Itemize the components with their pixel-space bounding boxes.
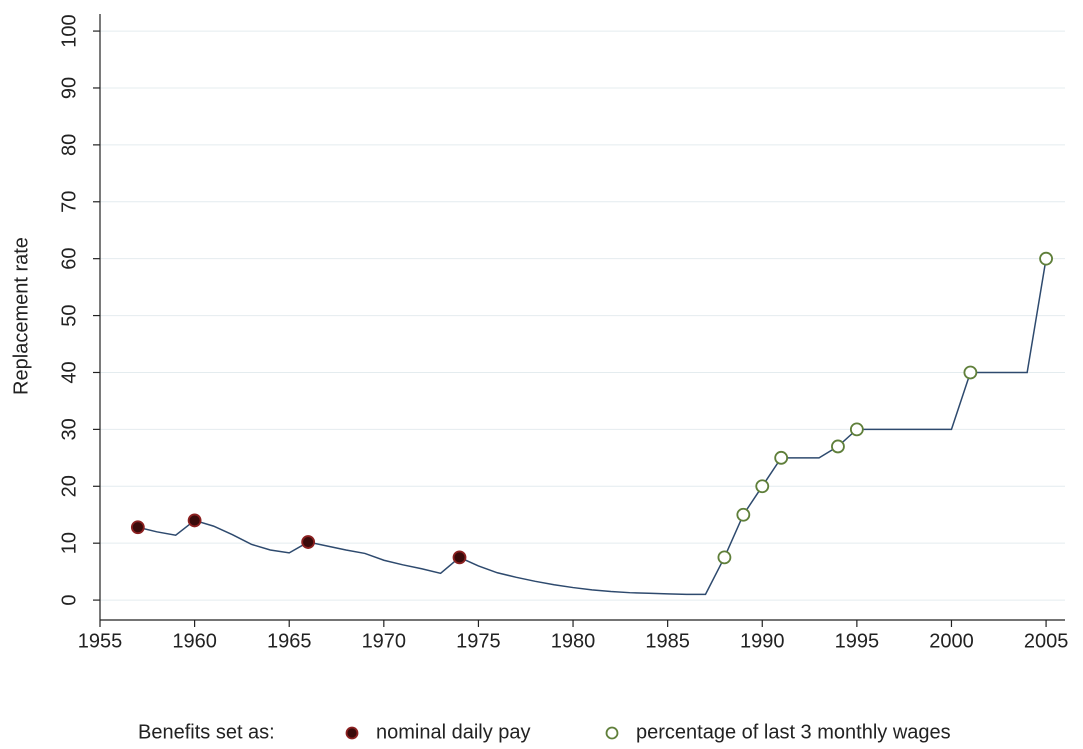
x-tick-label: 1980 xyxy=(551,630,596,652)
marker xyxy=(301,535,316,549)
x-tick-label: 1995 xyxy=(835,630,880,652)
marker xyxy=(1039,251,1053,266)
marker xyxy=(831,439,845,454)
y-tick-label: 0 xyxy=(58,595,80,606)
x-tick-label: 1975 xyxy=(456,630,501,652)
y-axis-label: Replacement rate xyxy=(10,237,32,395)
marker xyxy=(774,450,789,465)
x-tick-label: 1990 xyxy=(740,630,785,652)
y-tick-label: 60 xyxy=(58,248,80,270)
y-tick-label: 50 xyxy=(58,304,80,326)
marker xyxy=(130,520,145,535)
y-tick-label: 40 xyxy=(58,361,80,383)
x-tick-label: 2005 xyxy=(1024,630,1069,652)
marker xyxy=(736,507,751,522)
x-tick-label: 1955 xyxy=(78,630,123,652)
x-tick-label: 1970 xyxy=(362,630,407,652)
y-tick-label: 100 xyxy=(58,14,80,47)
legend-marker xyxy=(345,726,359,740)
y-tick-label: 70 xyxy=(58,191,80,213)
y-tick-label: 80 xyxy=(58,134,80,156)
y-tick-label: 30 xyxy=(58,418,80,440)
marker xyxy=(849,422,864,437)
x-tick-label: 1960 xyxy=(172,630,217,652)
marker xyxy=(452,550,467,565)
x-tick-label: 1965 xyxy=(267,630,312,652)
y-tick-label: 20 xyxy=(58,475,80,497)
x-tick-label: 1985 xyxy=(645,630,690,652)
legend-label: percentage of last 3 monthly wages xyxy=(636,721,951,743)
marker xyxy=(963,365,978,380)
legend-title: Benefits set as: xyxy=(138,721,275,743)
marker xyxy=(187,513,202,528)
marker xyxy=(755,479,770,494)
legend-label: nominal daily pay xyxy=(376,721,531,743)
marker xyxy=(717,550,732,565)
y-tick-label: 90 xyxy=(58,77,80,99)
x-tick-label: 2000 xyxy=(929,630,974,652)
y-tick-label: 10 xyxy=(58,532,80,554)
line xyxy=(137,258,1047,596)
legend-marker xyxy=(605,726,619,740)
